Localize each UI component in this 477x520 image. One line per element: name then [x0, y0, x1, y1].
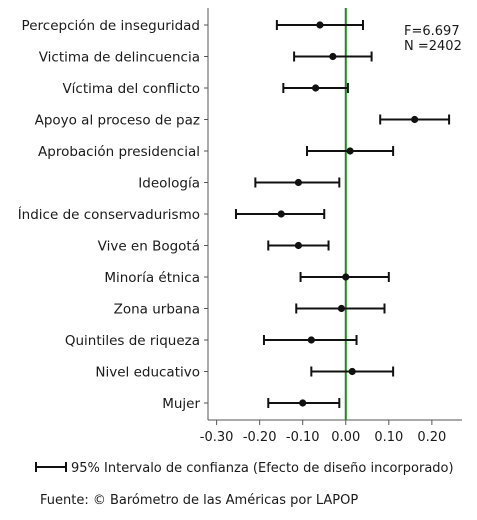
category-label: Victima de delincuencia	[39, 50, 200, 66]
plot-area	[204, 8, 462, 421]
point-estimate	[411, 115, 419, 124]
point-estimate	[342, 273, 350, 281]
category-label: Quintiles de riqueza	[65, 333, 200, 349]
category-label: Mujer	[162, 396, 200, 412]
category-label: Víctima del conflicto	[62, 81, 200, 97]
n-statistic: N =2402	[404, 39, 462, 54]
x-tick-label: 0.00	[331, 430, 360, 445]
legend: 95% Intervalo de confianza (Efecto de di…	[35, 461, 454, 476]
point-estimate	[337, 304, 346, 313]
category-label: Ideología	[138, 176, 200, 192]
legend-label: 95% Intervalo de confianza (Efecto de di…	[71, 461, 454, 476]
x-tick-label: -0.30	[200, 430, 234, 445]
category-labels: Percepción de inseguridad Victima de deli…	[18, 18, 201, 412]
point-estimate	[299, 399, 307, 407]
category-label: Apoyo al proceso de paz	[35, 113, 200, 129]
point-estimate	[294, 178, 303, 187]
x-tick-label: -0.20	[243, 430, 277, 445]
category-label: Nivel educativo	[95, 365, 200, 381]
point-estimate	[307, 336, 315, 344]
point-estimate	[277, 210, 285, 218]
point-estimate	[312, 84, 320, 92]
category-label: Vive en Bogotá	[98, 239, 200, 255]
point-estimate	[329, 52, 337, 61]
category-label: Percepción de inseguridad	[22, 18, 200, 34]
category-label: Aprobación presidencial	[38, 144, 200, 160]
source-note: Fuente: © Barómetro de las Américas por …	[40, 493, 358, 508]
x-tick-label: 0.20	[417, 430, 446, 445]
f-statistic: F=6.697	[404, 24, 460, 39]
x-tick-label: 0.10	[374, 430, 403, 445]
category-label: Índice de conservadurismo	[18, 206, 200, 223]
point-estimate	[346, 147, 354, 155]
x-tick-label: -0.10	[286, 430, 320, 445]
category-label: Minoría étnica	[104, 270, 200, 286]
point-estimate	[348, 367, 356, 376]
x-axis: -0.30 -0.20 -0.10 0.00 0.10 0.20	[200, 420, 446, 445]
category-label: Zona urbana	[114, 302, 200, 318]
point-estimate	[294, 241, 303, 250]
point-estimate	[316, 21, 324, 29]
